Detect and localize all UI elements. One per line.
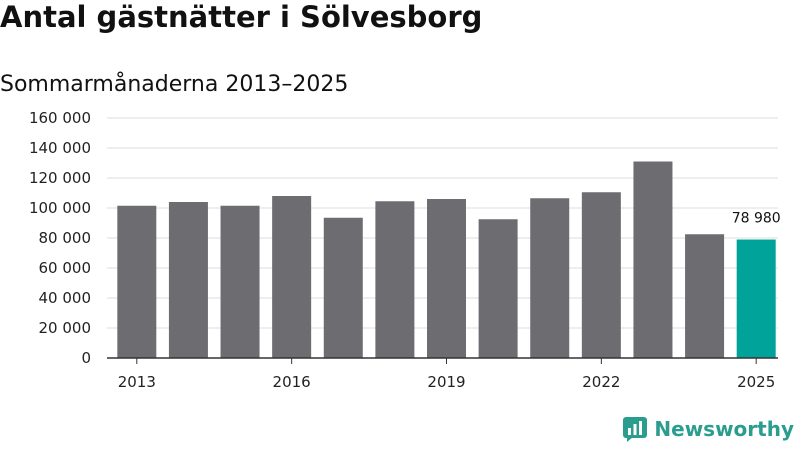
bar-2025 (736, 239, 776, 358)
x-axis-ticks: 2013 2016 2019 2022 2025 (118, 358, 775, 391)
bars (117, 161, 776, 358)
y-axis-ticks: 0 20 000 40 000 60 000 80 000 100 000 120 000 1… (29, 109, 91, 367)
bar-2020 (478, 219, 518, 358)
y-tick-label: 40 000 (39, 289, 92, 307)
bar-2018 (375, 201, 415, 358)
bar-2022 (581, 192, 621, 358)
x-tick-label: 2013 (118, 373, 156, 391)
y-tick-label: 80 000 (39, 229, 92, 247)
newsworthy-logo-icon (623, 417, 648, 442)
y-tick-label: 140 000 (29, 139, 91, 157)
bar-2014 (168, 202, 208, 358)
newsworthy-logo: Newsworthy (622, 416, 794, 442)
bar-2023 (633, 161, 673, 358)
y-tick-label: 0 (81, 349, 91, 367)
x-tick-label: 2019 (427, 373, 465, 391)
bar-2024 (685, 234, 725, 358)
chart-title: Antal gästnätter i Sölvesborg (0, 0, 483, 34)
brand-name: Newsworthy (654, 417, 794, 441)
x-tick-label: 2022 (582, 373, 620, 391)
y-tick-label: 160 000 (29, 109, 91, 127)
bar-2015 (220, 205, 260, 358)
bar-2017 (323, 217, 363, 358)
x-tick-label: 2025 (737, 373, 775, 391)
y-tick-label: 20 000 (39, 319, 92, 337)
x-tick-label: 2016 (273, 373, 311, 391)
bar-2013 (117, 205, 157, 358)
y-tick-label: 100 000 (29, 199, 91, 217)
bar-2016 (272, 196, 312, 358)
bar-2019 (427, 199, 466, 358)
bar-2021 (530, 198, 570, 358)
y-tick-label: 120 000 (29, 169, 91, 187)
y-tick-label: 60 000 (39, 259, 92, 277)
highlight-data-label: 78 980 (732, 211, 781, 227)
chart-subtitle: Sommarmånaderna 2013–2025 (0, 72, 349, 97)
